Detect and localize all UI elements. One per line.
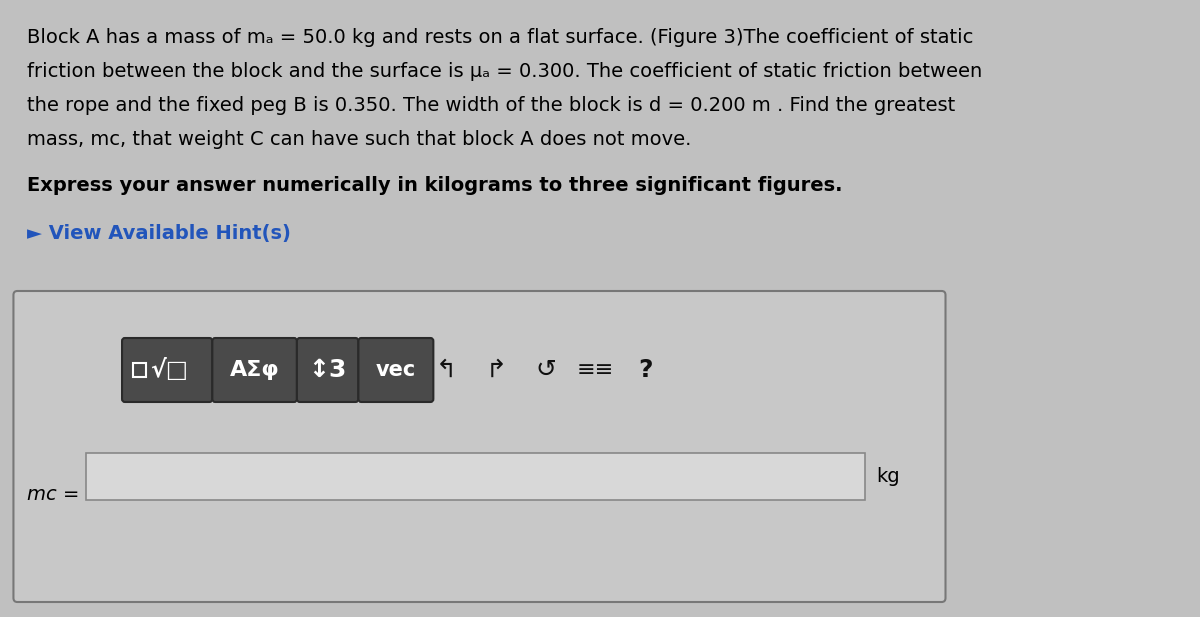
FancyBboxPatch shape [359,338,433,402]
Text: friction between the block and the surface is μₐ = 0.300. The coefficient of sta: friction between the block and the surfa… [26,62,982,81]
Text: ↺: ↺ [535,358,557,382]
Text: ≡≡: ≡≡ [577,360,614,380]
Text: Block A has a mass of mₐ = 50.0 kg and rests on a flat surface. (Figure 3)The co: Block A has a mass of mₐ = 50.0 kg and r… [26,28,973,47]
Bar [133,363,146,377]
FancyBboxPatch shape [13,291,946,602]
Text: mc =: mc = [26,484,79,503]
FancyBboxPatch shape [122,338,212,402]
FancyBboxPatch shape [86,453,865,500]
Text: mass, mc, that weight C can have such that block A does not move.: mass, mc, that weight C can have such th… [26,130,691,149]
Text: kg: kg [876,467,900,486]
FancyBboxPatch shape [296,338,359,402]
Text: ↰: ↰ [436,358,456,382]
Text: ↱: ↱ [485,358,506,382]
Text: Express your answer numerically in kilograms to three significant figures.: Express your answer numerically in kilog… [26,176,842,195]
Text: vec: vec [376,360,416,380]
Text: ?: ? [638,358,653,382]
Text: √□: √□ [150,358,188,382]
Text: the rope and the fixed peg B is 0.350. The width of the block is d = 0.200 m . F: the rope and the fixed peg B is 0.350. T… [26,96,955,115]
Text: ↕3: ↕3 [308,358,347,382]
Text: AΣφ: AΣφ [230,360,280,380]
FancyBboxPatch shape [212,338,296,402]
Text: ► View Available Hint(s): ► View Available Hint(s) [26,224,290,243]
